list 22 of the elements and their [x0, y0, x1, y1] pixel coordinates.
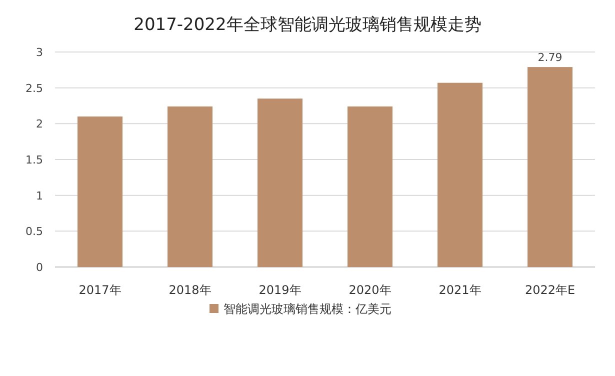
- y-tick-label: 0: [36, 261, 43, 274]
- x-tick-label: 2022年E: [524, 283, 576, 297]
- bar: [528, 67, 572, 267]
- chart-title: 2017-2022年全球智能调光玻璃销售规模走势: [134, 15, 482, 35]
- y-tick-label: 1.5: [26, 154, 43, 166]
- bar: [258, 98, 302, 267]
- x-tick-label: 2019年: [258, 283, 302, 297]
- y-tick-label: 2.5: [26, 82, 43, 95]
- x-tick-label: 2017年: [78, 283, 122, 297]
- bar: [348, 106, 392, 267]
- x-tick-label: 2018年: [168, 283, 212, 297]
- y-tick-label: 1: [36, 189, 43, 202]
- bar: [168, 106, 212, 267]
- bar: [78, 116, 122, 267]
- x-tick-label: 2020年: [348, 283, 392, 297]
- x-tick-label: 2021年: [438, 283, 482, 297]
- y-tick-label: 0.5: [26, 225, 43, 238]
- bar: [438, 82, 482, 267]
- legend-label: 智能调光玻璃销售规模：亿美元: [224, 302, 392, 316]
- data-label: 2.79: [538, 51, 562, 64]
- y-tick-label: 2: [36, 118, 43, 131]
- y-tick-label: 3: [36, 46, 43, 59]
